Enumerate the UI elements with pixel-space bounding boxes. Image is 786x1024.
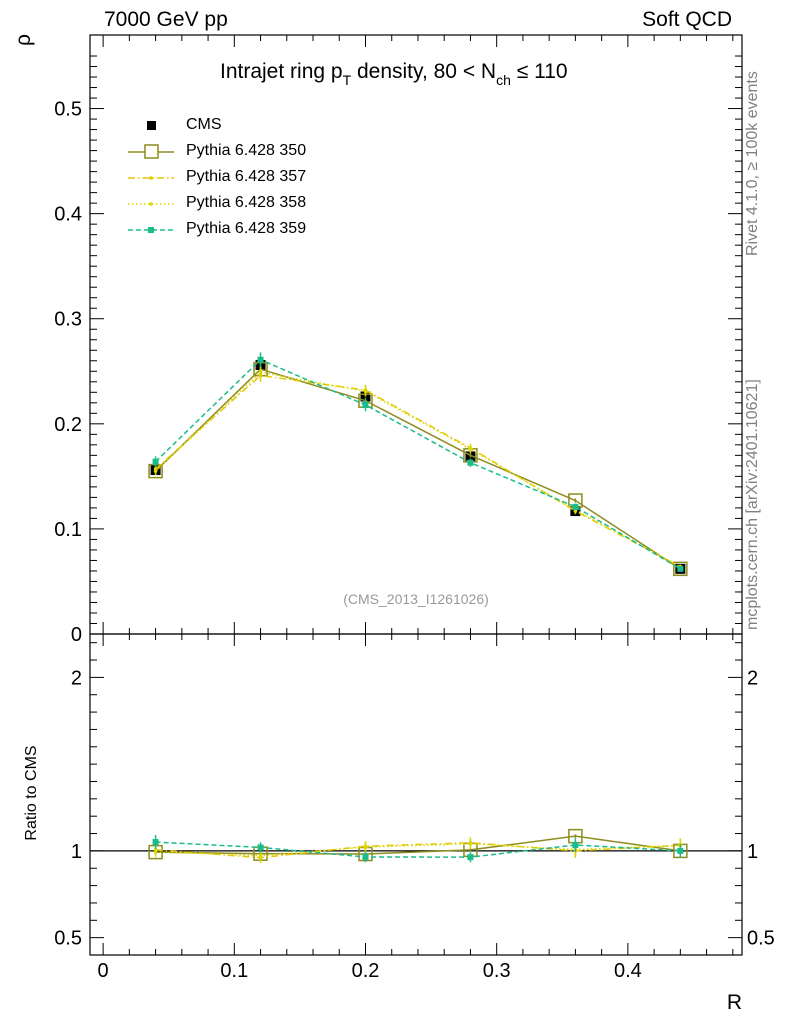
series-line (155, 358, 681, 570)
legend-item-pythia-357: Pythia 6.428 357 (126, 164, 306, 190)
series-pythia-6-428-357 (153, 369, 683, 569)
mcplots-reference-label: mcplots.cern.ch [arXiv:2401.10621] (744, 379, 761, 630)
x-tick-label: 0.4 (614, 960, 642, 982)
y-tick-label: 0.3 (54, 309, 82, 331)
process-label: Soft QCD (642, 8, 732, 31)
series-cms (150, 359, 686, 574)
series-line (155, 368, 681, 570)
x-tick-label: 0.3 (483, 960, 511, 982)
data-point (257, 844, 264, 851)
legend-label: Pythia 6.428 358 (186, 194, 307, 211)
legend: CMS Pythia 6.428 350 Pythia 6.428 357 Py… (126, 112, 306, 242)
y-tick-label: 0.1 (54, 519, 82, 541)
y-axis-title: ρ (12, 34, 35, 46)
data-point (363, 389, 368, 394)
rivet-version-label: Rivet 4.1.0, ≥ 100k events (744, 71, 761, 256)
legend-marker-cms (147, 121, 156, 130)
y-tick-label: 0.2 (54, 414, 82, 436)
data-point (677, 565, 684, 572)
legend-item-pythia-358: Pythia 6.428 358 (126, 190, 306, 216)
y-tick-label: 1 (71, 841, 82, 863)
data-point (363, 845, 368, 849)
y-tick-label: 0.5 (54, 928, 82, 950)
data-point (362, 853, 369, 860)
data-point (258, 853, 263, 858)
data-point (468, 841, 473, 846)
series-pythia-6-428-358 (153, 838, 683, 861)
data-point (362, 401, 369, 408)
data-point (673, 561, 688, 577)
y-tick-label: 0.4 (54, 204, 82, 226)
legend-marker-pythia-357 (128, 176, 174, 180)
y-tick-label-right: 2 (747, 667, 758, 689)
series-pythia-6-428-359 (152, 352, 684, 572)
data-point (152, 458, 159, 465)
data-point (572, 503, 579, 510)
x-tick-label: 0.2 (352, 960, 380, 982)
legend-item-pythia-350: Pythia 6.428 350 (126, 138, 306, 164)
series-line (155, 371, 681, 568)
ratio-panel: 0.5 0.5 1 1 2 2 0 0.1 0.2 0.3 0.4 R Ratio to CMS (23, 633, 775, 1014)
series-line (155, 841, 681, 859)
y-tick-label: 0.5 (54, 99, 82, 121)
data-point (152, 839, 159, 846)
x-tick-label: 0 (98, 960, 109, 982)
series-line (155, 835, 681, 855)
data-point (257, 356, 264, 363)
data-point (153, 469, 158, 473)
data-point (572, 841, 579, 848)
y-tick-label: 0 (71, 624, 82, 646)
data-point (677, 847, 684, 854)
legend-item-pythia-359: Pythia 6.428 359 (126, 216, 306, 242)
legend-item-cms: CMS (126, 112, 306, 138)
series-pythia-6-428-357 (153, 837, 683, 863)
legend-label: Pythia 6.428 359 (186, 220, 307, 237)
analysis-watermark: (CMS_2013_I1261026) (343, 591, 489, 607)
ratio-frame (89, 633, 743, 956)
legend-label: Pythia 6.428 350 (186, 142, 307, 159)
y-tick-label: 2 (71, 667, 82, 689)
data-point (153, 850, 158, 854)
series-pythia-6-428-350 (148, 361, 688, 577)
legend-label: Pythia 6.428 357 (186, 168, 307, 185)
legend-marker-pythia-350 (128, 144, 174, 159)
y-tick-label-right: 1 (747, 841, 758, 863)
data-point (468, 447, 473, 451)
legend-marker-pythia-358 (128, 202, 174, 206)
data-point (467, 854, 474, 861)
main-panel: 0 0.1 0.2 0.3 0.4 0.5 ρ (CMS_2013_I1261026) (12, 34, 743, 646)
x-tick-label: 0.1 (220, 960, 248, 982)
y-tick-label-right: 0.5 (747, 928, 775, 950)
legend-marker-pythia-359 (128, 227, 174, 233)
energy-label: 7000 GeV pp (104, 8, 228, 31)
chart-title: Intrajet ring pT density, 80 < Nch ≤ 110 (220, 60, 568, 88)
series-pythia-6-428-359 (152, 835, 684, 863)
legend-label: CMS (186, 116, 222, 133)
series-line (155, 374, 681, 568)
ratio-axis-title: Ratio to CMS (23, 745, 40, 840)
data-point (258, 370, 263, 375)
data-point (467, 459, 474, 466)
x-axis-title: R (727, 991, 742, 1014)
